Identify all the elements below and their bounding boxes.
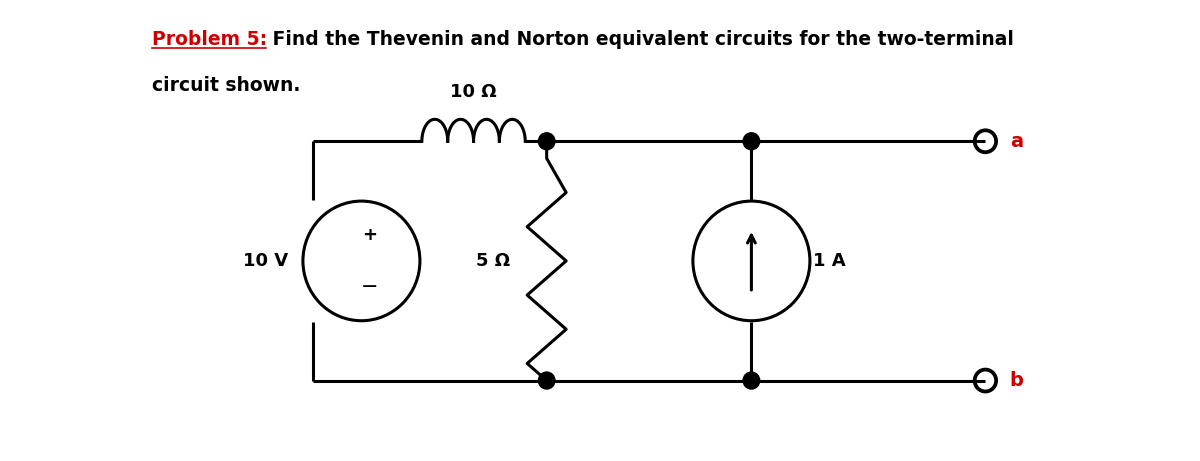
Text: Find the Thevenin and Norton equivalent circuits for the two-terminal: Find the Thevenin and Norton equivalent … [266,30,1014,48]
Text: Problem 5:: Problem 5: [152,30,266,48]
Text: 10 Ω: 10 Ω [450,83,497,101]
Circle shape [743,372,760,389]
Text: b: b [1009,371,1024,390]
Text: 1 A: 1 A [814,252,846,270]
Circle shape [743,133,760,150]
Text: 5 Ω: 5 Ω [476,252,510,270]
Text: 10 V: 10 V [244,252,288,270]
Text: circuit shown.: circuit shown. [152,77,300,95]
Text: −: − [360,277,378,297]
Text: +: + [361,226,377,244]
Text: a: a [1009,132,1022,151]
Circle shape [539,372,554,389]
Circle shape [539,133,554,150]
